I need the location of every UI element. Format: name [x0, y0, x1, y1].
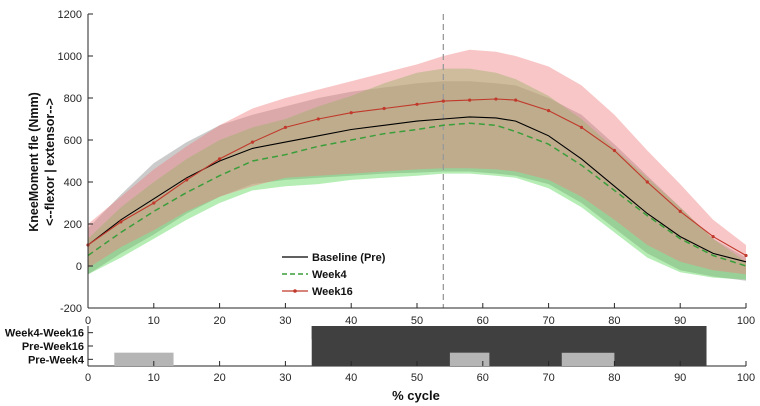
y-tick-label-4: 600: [64, 135, 82, 147]
mean-point-2-21: [744, 253, 748, 258]
legend-label-2: Week16: [312, 286, 353, 298]
y-axis-label-line-1: KneeMoment fle (Nmm): [27, 92, 41, 232]
x-tick-label-bottom-0: 0: [85, 372, 91, 384]
x-tick-label-bottom-8: 80: [608, 372, 620, 384]
sig-bar-2: [114, 352, 174, 366]
mean-point-2-7: [316, 117, 320, 121]
mean-point-2-6: [283, 125, 287, 129]
band-1: [88, 68, 746, 280]
band-2: [88, 49, 746, 275]
y-tick-label-7: 1200: [58, 9, 82, 21]
x-tick-label-top-6: 60: [477, 315, 489, 327]
mean-point-2-16: [579, 125, 584, 129]
x-tick-label-bottom-7: 70: [542, 372, 554, 384]
x-tick-label-top-8: 80: [608, 315, 620, 327]
sig-bar-3: [449, 352, 490, 366]
mean-point-2-10: [415, 102, 419, 106]
x-tick-label-bottom-9: 90: [674, 372, 686, 384]
sig-bar-top-1: [561, 339, 628, 353]
mean-point-2-15: [547, 109, 551, 113]
sig-row-label-2: Pre-Week4: [28, 354, 85, 366]
x-axis-label: % cycle: [392, 388, 440, 403]
mean-point-2-14: [514, 98, 518, 102]
legend-label-1: Week4: [312, 269, 348, 281]
y-tick-label-0: -200: [60, 303, 82, 315]
x-tick-label-top-9: 90: [674, 315, 686, 327]
sig-row-label-1: Pre-Week16: [22, 341, 84, 353]
mean-point-2-3: [185, 178, 189, 182]
x-tick-label-top-5: 50: [411, 315, 423, 327]
mean-point-2-17: [612, 148, 617, 153]
y-tick-label-1: 0: [76, 261, 82, 273]
x-tick-label-bottom-5: 50: [411, 372, 423, 384]
mean-point-2-19: [678, 209, 682, 213]
mean-point-2-12: [468, 98, 472, 102]
x-tick-label-bottom-2: 20: [213, 372, 225, 384]
confidence-bands: [88, 49, 746, 281]
x-tick-label-bottom-3: 30: [279, 372, 291, 384]
x-tick-label-top-4: 40: [345, 315, 357, 327]
x-tick-label-bottom-4: 40: [345, 372, 357, 384]
mean-point-2-1: [119, 220, 123, 224]
y-axis-label-line-2: <--flexor | extensor-->: [43, 98, 57, 226]
mean-line-1: [87, 122, 747, 267]
mean-point-2-20: [711, 235, 715, 239]
y-tick-label-5: 800: [64, 93, 82, 105]
x-tick-label-bottom-6: 60: [477, 372, 489, 384]
sig-bar-top-0: [311, 326, 707, 340]
mean-point-2-18: [645, 180, 649, 184]
sig-row-label-0: Week4-Week16: [5, 328, 84, 340]
y-tick-label-6: 1000: [58, 51, 82, 63]
x-tick-label-top-3: 30: [279, 315, 291, 327]
mean-point-2-8: [349, 111, 353, 115]
x-tick-label-top-2: 20: [213, 315, 225, 327]
x-tick-label-top-0: 0: [85, 315, 91, 327]
mean-point-2-5: [250, 140, 255, 144]
sig-bar-4: [561, 352, 615, 366]
legend-marker-2: [293, 289, 297, 293]
mean-lines: [86, 14, 748, 308]
x-tick-label-bottom-1: 10: [148, 372, 160, 384]
mean-point-2-9: [382, 106, 386, 111]
mean-point-2-4: [218, 157, 222, 161]
mean-point-2-13: [494, 97, 498, 101]
band-0: [88, 81, 746, 281]
x-tick-label-top-10: 100: [737, 315, 755, 327]
x-tick-label-top-1: 10: [148, 315, 160, 327]
mean-line-2: [87, 98, 747, 256]
mean-point-2-2: [152, 201, 156, 205]
mean-point-2-11: [441, 99, 445, 103]
y-tick-label-3: 400: [64, 177, 82, 189]
legend: Baseline (Pre) Week4 Week16: [282, 252, 386, 298]
y-tick-label-2: 200: [64, 219, 82, 231]
legend-label-0: Baseline (Pre): [312, 252, 386, 264]
axis-labels: KneeMoment fle (Nmm) <--flexor | extenso…: [27, 92, 440, 403]
x-tick-label-bottom-10: 100: [737, 372, 755, 384]
x-tick-label-top-7: 70: [542, 315, 554, 327]
